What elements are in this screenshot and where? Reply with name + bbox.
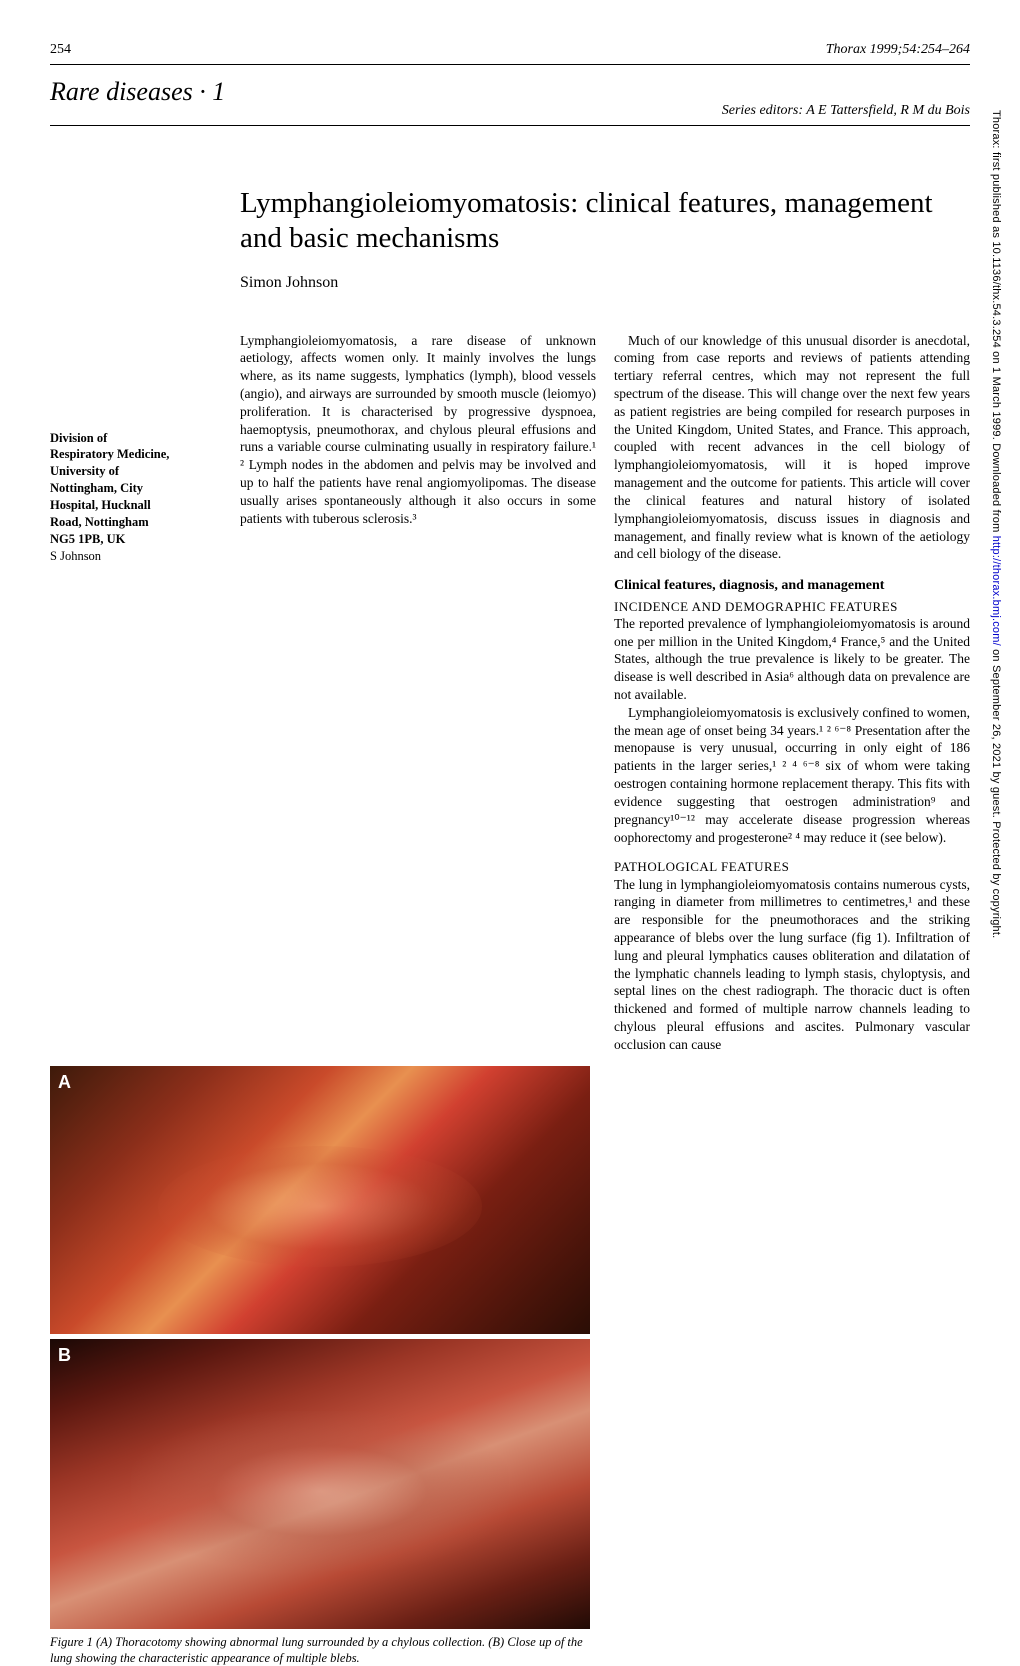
affiliation-line: Nottingham, City [50,480,225,497]
journal-reference: Thorax 1999;54:254–264 [826,42,970,58]
content-area: Division of Respiratory Medicine, Univer… [50,332,970,1054]
page-header: 254 Thorax 1999;54:254–264 [50,42,970,58]
panel-label-b: B [58,1345,71,1366]
figure-panel-a: A [50,1066,590,1334]
article-author: Simon Johnson [240,274,970,292]
section-heading: Clinical features, diagnosis, and manage… [614,577,970,595]
figure-panel-b: B [50,1339,590,1629]
side-text-prefix: Thorax: first published as 10.1136/thx.5… [990,110,1002,536]
horizontal-rule [50,125,970,126]
affiliation-line: Respiratory Medicine, [50,446,225,463]
column-right: Much of our knowledge of this unusual di… [614,332,970,1054]
body-paragraph: Lymphangioleiomyomatosis is exclusively … [614,704,970,847]
figure-1: A B Figure 1 (A) Thoracotomy showing abn… [50,1066,590,1666]
panel-label-a: A [58,1072,71,1093]
affiliation-line: University of [50,463,225,480]
body-paragraph: The lung in lymphangioleiomyomatosis con… [614,876,970,1054]
affiliation-line: NG5 1PB, UK [50,531,225,548]
side-text-link[interactable]: http://thorax.bmj.com/ [990,536,1002,646]
affiliation-author: S Johnson [50,548,225,565]
column-left: Lymphangioleiomyomatosis, a rare disease… [240,332,596,1054]
affiliation-line: Division of [50,430,225,447]
affiliation-line: Road, Nottingham [50,514,225,531]
figure-block: A B Figure 1 (A) Thoracotomy showing abn… [50,1054,970,1666]
figure-caption: Figure 1 (A) Thoracotomy showing abnorma… [50,1634,590,1666]
vertical-side-text: Thorax: first published as 10.1136/thx.5… [990,110,1002,1260]
author-affiliation: Division of Respiratory Medicine, Univer… [50,430,225,565]
body-paragraph: Much of our knowledge of this unusual di… [614,332,970,564]
left-column: Division of Respiratory Medicine, Univer… [50,332,240,1054]
affiliation-line: Hospital, Hucknall [50,497,225,514]
horizontal-rule [50,64,970,65]
main-columns: Lymphangioleiomyomatosis, a rare disease… [240,332,970,1054]
subsection-heading: PATHOLOGICAL FEATURES [614,858,970,875]
body-paragraph: The reported prevalence of lymphangiolei… [614,615,970,704]
side-text-suffix: on September 26, 2021 by guest. Protecte… [990,646,1002,938]
subsection-heading: INCIDENCE AND DEMOGRAPHIC FEATURES [614,598,970,615]
page-number: 254 [50,42,71,58]
intro-paragraph: Lymphangioleiomyomatosis, a rare disease… [240,332,596,528]
article-title: Lymphangioleiomyomatosis: clinical featu… [240,186,970,256]
